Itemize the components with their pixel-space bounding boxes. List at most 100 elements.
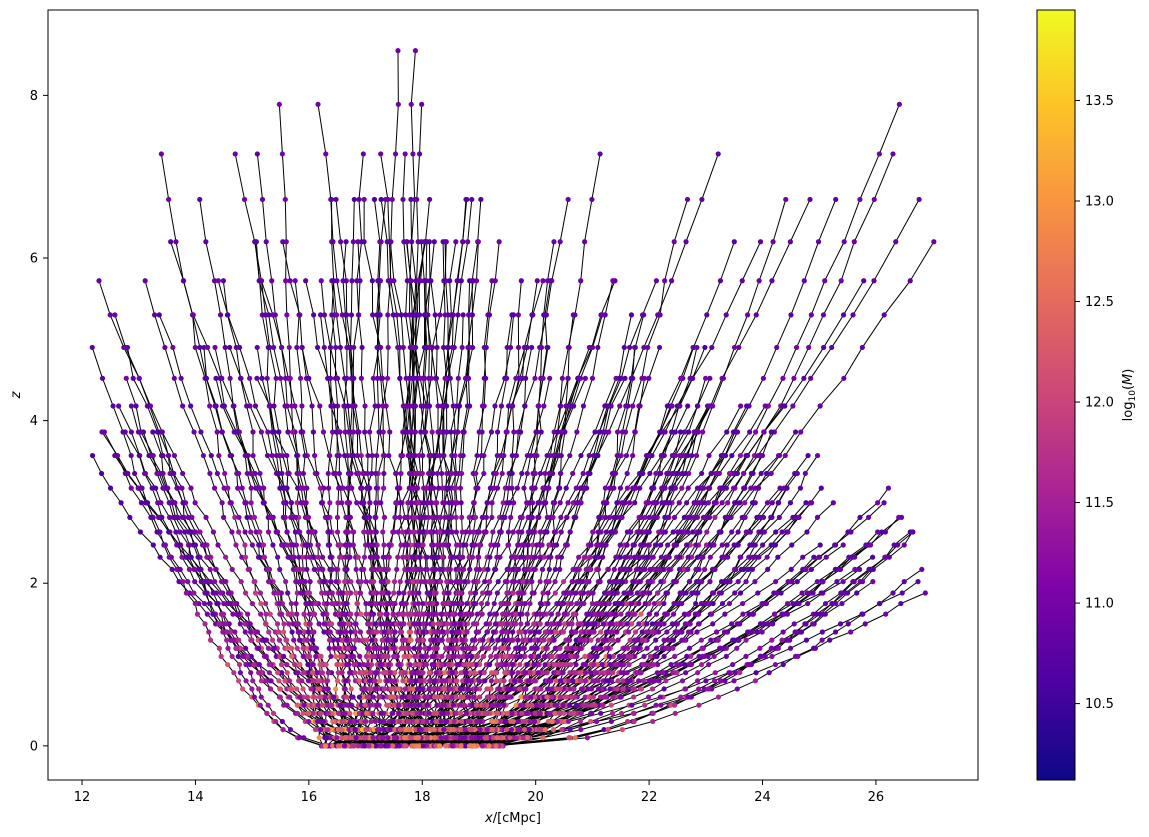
tree-edge xyxy=(273,431,281,456)
tree-edge xyxy=(244,199,256,242)
tree-edge xyxy=(853,199,875,242)
tree-edge xyxy=(285,378,288,407)
tree-edge xyxy=(721,347,740,379)
tree-edge xyxy=(754,569,769,582)
tree-edge xyxy=(312,431,316,456)
tree-edge xyxy=(790,487,801,504)
tree-edge xyxy=(320,314,325,348)
tree-edge xyxy=(712,378,724,407)
tree-edge xyxy=(641,347,649,379)
tree-edge xyxy=(760,455,779,474)
tree-edge xyxy=(770,455,786,474)
tree-edge xyxy=(462,431,465,456)
tree-edge xyxy=(767,378,784,407)
tree-edge xyxy=(852,280,875,316)
tree-edge xyxy=(743,455,759,474)
tree-edge xyxy=(487,280,493,315)
tree-edge xyxy=(540,347,543,379)
tree-edge xyxy=(485,314,490,348)
tree-edge xyxy=(664,241,675,281)
tree-edge xyxy=(288,347,291,379)
tree-edge xyxy=(102,378,114,407)
tree-edge xyxy=(762,347,778,379)
tree-edge xyxy=(329,431,334,456)
tree-edge xyxy=(265,241,273,281)
tree-edge xyxy=(114,314,127,348)
tree-edge xyxy=(740,431,757,456)
tree-edge xyxy=(824,241,845,281)
tree-edge xyxy=(639,455,647,474)
tree-edge xyxy=(91,347,103,379)
tree-edge xyxy=(335,199,342,242)
tree-edge xyxy=(442,241,445,281)
tree-edge xyxy=(339,347,346,379)
tree-edge xyxy=(506,314,513,348)
tree-edge xyxy=(580,241,586,281)
tree-edge xyxy=(428,455,431,474)
tree-edge xyxy=(608,405,621,433)
tree-edge xyxy=(564,405,567,433)
tree-edge xyxy=(260,280,274,316)
tree-edge xyxy=(623,314,632,348)
tree-edge xyxy=(657,581,674,594)
tree-edge xyxy=(652,487,663,503)
tree-edge xyxy=(663,431,673,456)
tree-edge xyxy=(180,378,192,407)
tree-edge xyxy=(435,347,438,379)
tree-edge xyxy=(618,347,625,379)
tree-edge xyxy=(526,455,532,474)
tree-edge xyxy=(688,455,697,474)
tree-edge xyxy=(92,455,102,474)
tree-edge xyxy=(512,517,521,533)
tree-edge xyxy=(817,502,834,518)
tree-edge xyxy=(725,280,743,316)
tree-edge xyxy=(629,314,644,348)
tree-edge xyxy=(604,280,614,316)
tree-edge xyxy=(758,241,774,281)
tree-edge xyxy=(335,455,338,474)
tree-edge xyxy=(284,405,289,433)
tree-edge xyxy=(483,378,487,407)
tree-edge xyxy=(840,241,855,281)
tree-edge xyxy=(710,455,722,474)
tree-edge xyxy=(430,280,436,315)
tree-edge xyxy=(567,347,570,379)
tree-edge xyxy=(206,378,217,407)
tree-edge xyxy=(302,455,306,474)
tree-edge xyxy=(348,347,352,379)
tree-edge xyxy=(575,473,584,489)
tree-edge xyxy=(405,280,408,315)
tree-edge xyxy=(229,378,234,407)
tree-edge xyxy=(419,104,423,154)
tree-edge xyxy=(471,241,479,281)
tree-edge xyxy=(634,405,640,433)
tree-edge xyxy=(259,280,263,315)
tree-edge xyxy=(737,680,756,690)
tree-edge xyxy=(566,378,579,407)
tree-edge xyxy=(771,241,791,281)
tree-edge xyxy=(360,347,363,379)
tree-edge xyxy=(591,153,601,200)
tree-edge xyxy=(358,314,363,348)
tree-edge xyxy=(269,405,275,433)
tree-edge xyxy=(861,314,885,348)
tree-edge xyxy=(218,455,226,474)
tree-edge xyxy=(559,378,563,407)
tree-edge xyxy=(560,455,571,474)
tree-edge xyxy=(545,280,553,315)
tree-edge xyxy=(161,455,164,474)
tree-edge xyxy=(447,314,454,348)
tree-edge xyxy=(692,347,706,379)
tree-edge xyxy=(631,347,645,379)
tree-edge xyxy=(317,104,327,154)
tree-edge xyxy=(663,556,677,570)
tree-edge xyxy=(144,280,156,316)
tree-edge xyxy=(154,314,166,348)
tree-edge xyxy=(279,455,283,474)
tree-edge xyxy=(281,153,286,200)
tree-edge xyxy=(266,378,271,407)
tree-edge xyxy=(302,431,308,456)
tree-edge xyxy=(416,280,419,315)
tree-edge xyxy=(229,347,242,379)
tree-edge xyxy=(125,378,137,407)
